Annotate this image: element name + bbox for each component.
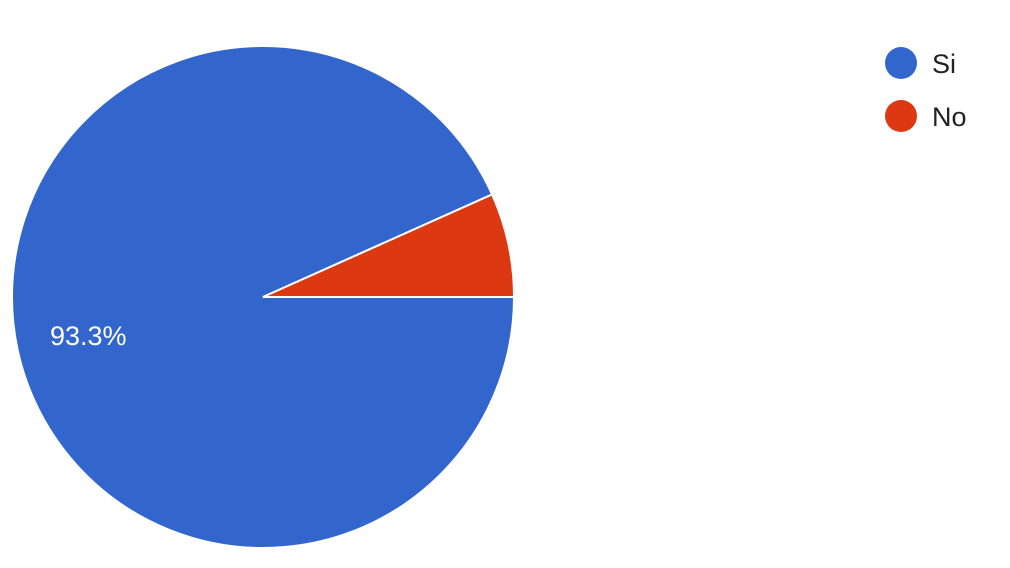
- legend-marker-si: [885, 47, 917, 79]
- legend-item-no[interactable]: No: [885, 100, 967, 132]
- legend-item-si[interactable]: Si: [885, 47, 956, 79]
- pie-slice-no[interactable]: [262, 193, 516, 298]
- slice-label-si: 93.3%: [50, 321, 127, 351]
- legend-marker-no: [885, 100, 917, 132]
- legend-label-no: No: [932, 102, 967, 132]
- pie-slices: [11, 44, 516, 549]
- legend: Si No: [885, 47, 967, 132]
- legend-label-si: Si: [932, 49, 956, 79]
